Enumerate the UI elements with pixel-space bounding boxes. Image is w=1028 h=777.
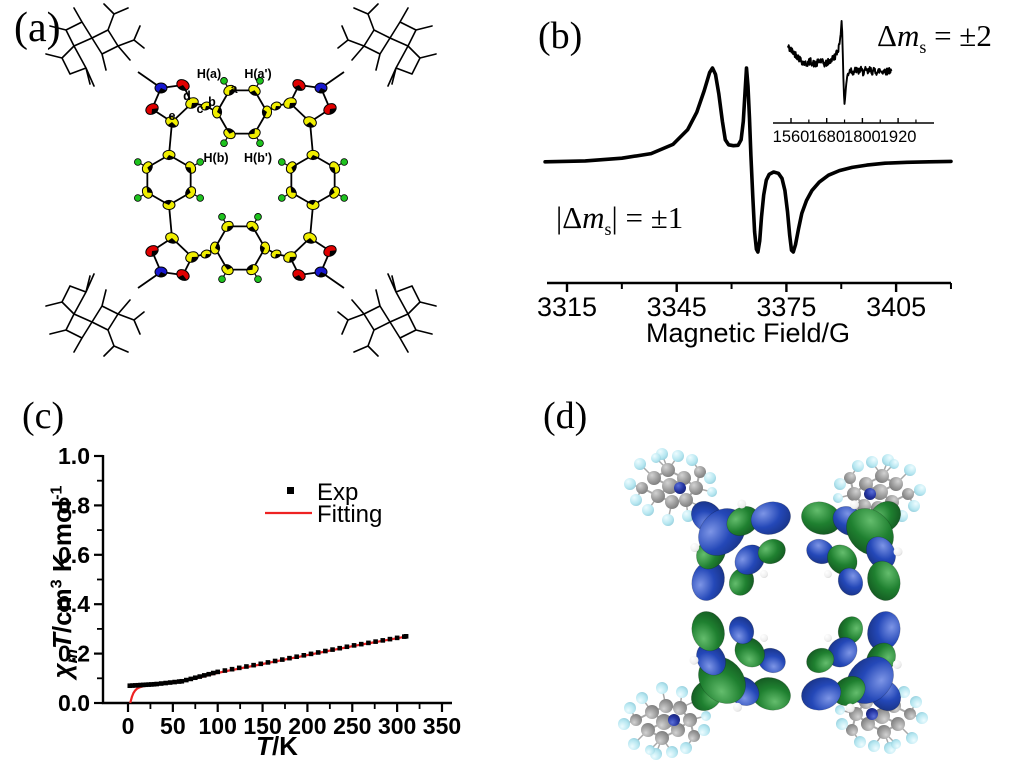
atom-label-a: a <box>231 82 239 96</box>
delta-ms-1-annotation: |Δms| = ±1 <box>556 200 684 240</box>
svg-text:0.6: 0.6 <box>58 542 90 568</box>
svg-text:1680: 1680 <box>808 128 845 146</box>
c-yaxis-title: χmT/cm3 K mol-1 <box>47 485 82 679</box>
atom-label-d: d <box>183 89 191 103</box>
svg-text:3375: 3375 <box>756 292 816 322</box>
svg-text:100: 100 <box>199 713 237 739</box>
atom-layer <box>134 77 348 283</box>
crystal-structure-drawing <box>45 3 437 357</box>
atom-label-c: c <box>197 102 204 116</box>
spin-density-panel <box>618 448 928 760</box>
svg-text:0.0: 0.0 <box>58 690 90 716</box>
svg-text:0: 0 <box>122 713 135 739</box>
atom-label-Ha: H(a) <box>197 67 221 81</box>
svg-text:3315: 3315 <box>537 292 597 322</box>
spin-density-drawing <box>618 448 928 760</box>
svg-text:200: 200 <box>288 713 326 739</box>
svg-text:0.2: 0.2 <box>58 641 90 667</box>
svg-text:1560: 1560 <box>773 128 810 146</box>
svg-text:1.0: 1.0 <box>58 443 90 469</box>
substituent-wireframe <box>337 3 437 87</box>
atom-label-Hbp: H(b') <box>244 151 272 165</box>
bond-layer <box>137 71 345 289</box>
corner-substituent-cluster <box>618 682 711 760</box>
corner-substituent-cluster <box>624 448 717 526</box>
atom-label-Hb: H(b) <box>204 151 229 165</box>
svg-text:300: 300 <box>378 713 416 739</box>
svg-text:1800: 1800 <box>844 128 881 146</box>
chiT-plot: 0.00.20.40.60.81.00 50 100 150 200 250 300 350 <box>58 443 461 739</box>
svg-text:3345: 3345 <box>647 292 707 322</box>
atom-label-Hap: H(a') <box>244 67 271 81</box>
b-xaxis-title: Magnetic Field/G <box>645 318 851 348</box>
svg-text:350: 350 <box>423 713 461 739</box>
svg-text:0.4: 0.4 <box>58 591 90 617</box>
legend-fitting-label: Fitting <box>317 501 383 528</box>
svg-text:150: 150 <box>243 713 281 739</box>
epr-main-plot: 3315 3345 3375 3405 <box>537 66 953 322</box>
substituent-wireframe <box>337 273 437 357</box>
c-xaxis-title: T/K <box>256 731 298 761</box>
panel-d-label: (d) <box>543 395 588 437</box>
legend-exp-marker <box>287 487 294 494</box>
atom-label-b: b <box>208 95 216 109</box>
panel-c-label: (c) <box>22 395 65 437</box>
atom-label-e: e <box>169 109 176 123</box>
substituent-wireframe <box>45 273 145 357</box>
panel-a-label: (a) <box>14 5 61 51</box>
delta-ms-2-annotation: Δms = ±2 <box>877 18 992 58</box>
svg-text:1920: 1920 <box>880 128 917 146</box>
svg-text:3405: 3405 <box>866 292 926 322</box>
svg-text:0.8: 0.8 <box>58 492 90 518</box>
crystal-structure-panel: H(a) H(a') a b c d e H(b) H(b') <box>45 3 437 357</box>
atom-labels: H(a) H(a') a b c d e H(b) H(b') <box>169 67 272 165</box>
legend-exp-label: Exp <box>317 479 359 506</box>
svg-text:50: 50 <box>160 713 186 739</box>
substituent-wireframe <box>45 3 145 87</box>
svg-text:250: 250 <box>333 713 371 739</box>
panel-b-label: (b) <box>538 15 583 57</box>
chiT-plot-panel: 0.00.20.40.60.81.00 50 100 150 200 250 300 350 <box>58 443 461 739</box>
